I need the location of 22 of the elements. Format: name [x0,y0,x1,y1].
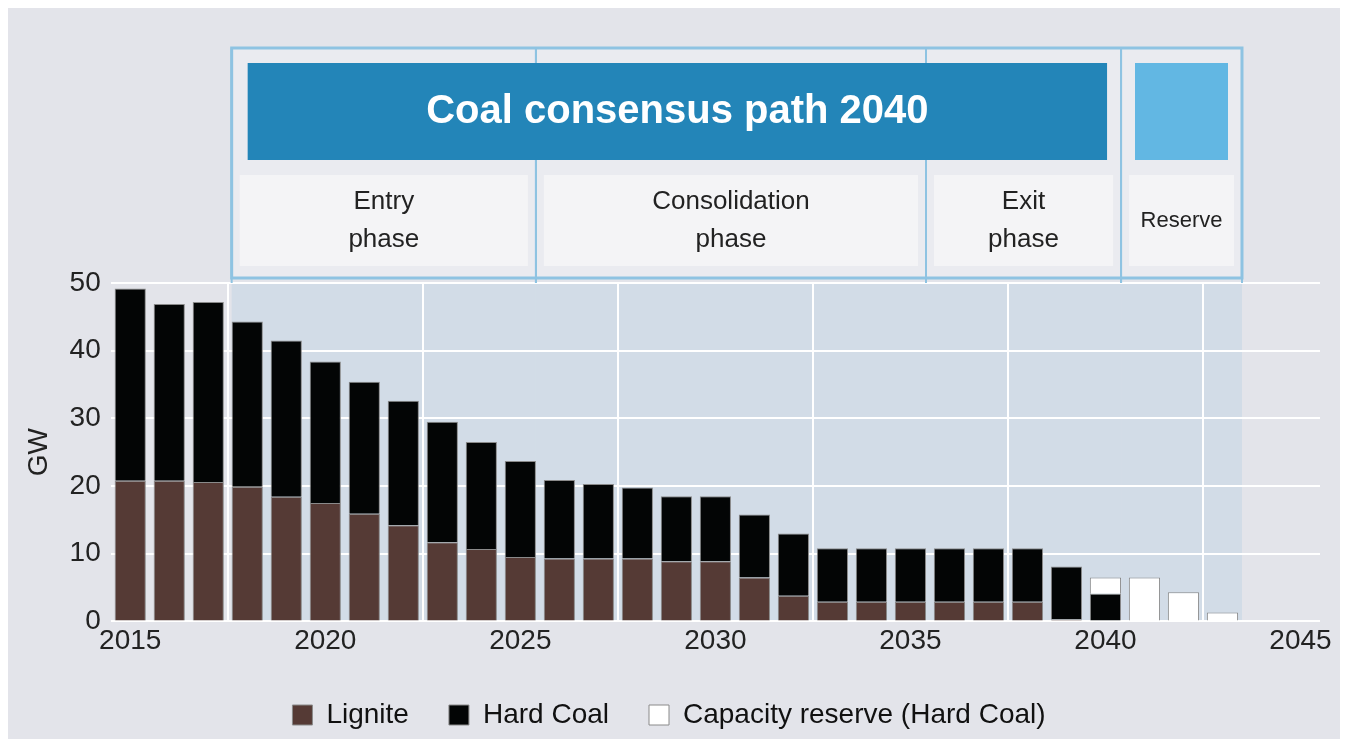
y-tick-label: 50 [69,265,101,297]
band-label: Entry phase [348,184,420,253]
legend-label: Capacity reserve (Hard Coal) [683,697,1046,729]
x-tick-label: 2015 [99,623,162,655]
x-tick-label: 2025 [489,623,552,655]
y-tick-label: 20 [69,468,101,500]
legend-label: Lignite [326,697,409,729]
legend-label: Hard Coal [482,697,610,729]
x-tick-label: 2035 [879,623,942,655]
y-tick-label: 40 [69,333,101,365]
x-tick-label: 2030 [684,623,747,655]
y-tick-label: 10 [69,536,101,568]
band-label: Reserve [1140,206,1223,232]
x-tick-label: 2045 [1269,623,1332,655]
y-axis-title: GW [21,427,53,477]
y-tick-label: 0 [85,604,101,636]
y-tick-label: 30 [69,401,101,433]
x-tick-label: 2040 [1074,623,1137,655]
chart-title: Coal consensus path 2040 [426,86,929,131]
band-label: Exit phase [988,184,1059,253]
x-tick-label: 2020 [294,623,357,655]
band-label: Consolidation phase [652,184,810,253]
